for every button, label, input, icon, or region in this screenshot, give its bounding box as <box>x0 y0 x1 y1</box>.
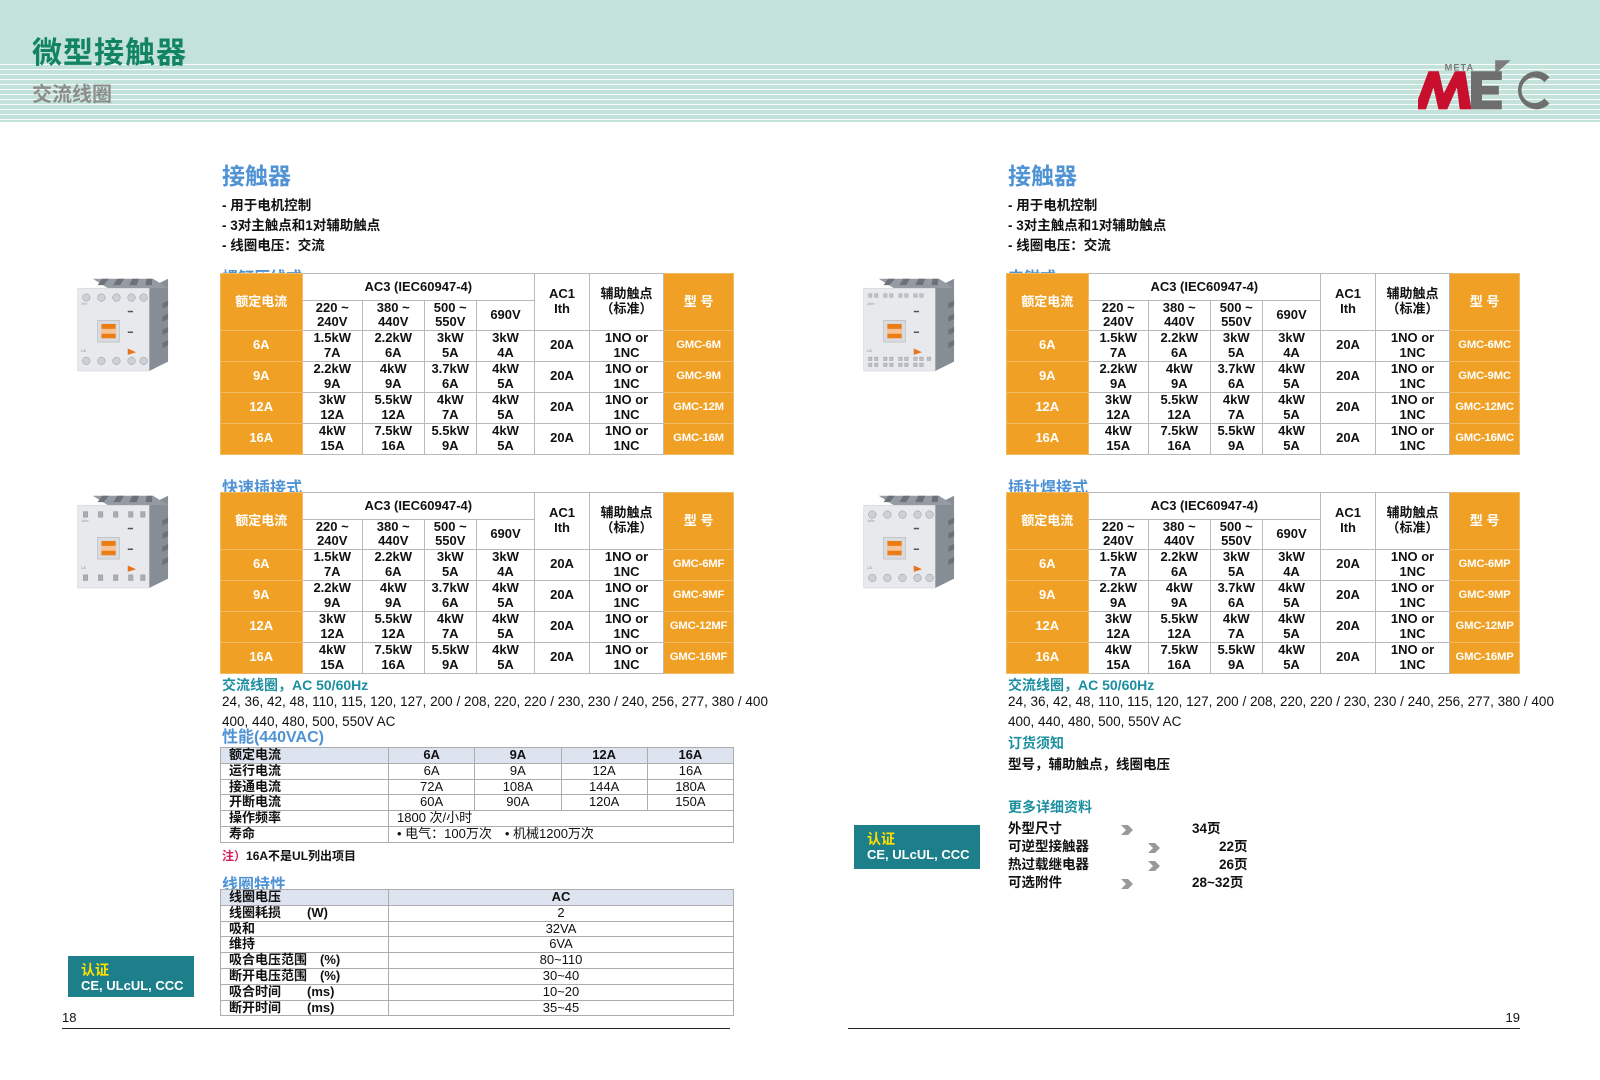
svg-text:Allec: Allec <box>866 519 875 523</box>
svg-text:LS: LS <box>867 349 872 353</box>
svg-text:Rec: Rec <box>81 302 87 306</box>
svg-text:Allec: Allec <box>866 302 875 306</box>
svg-text:LS: LS <box>81 566 86 570</box>
svg-text:LS: LS <box>867 566 872 570</box>
svg-text:Allec: Allec <box>80 519 89 523</box>
svg-text:LS: LS <box>81 349 86 353</box>
